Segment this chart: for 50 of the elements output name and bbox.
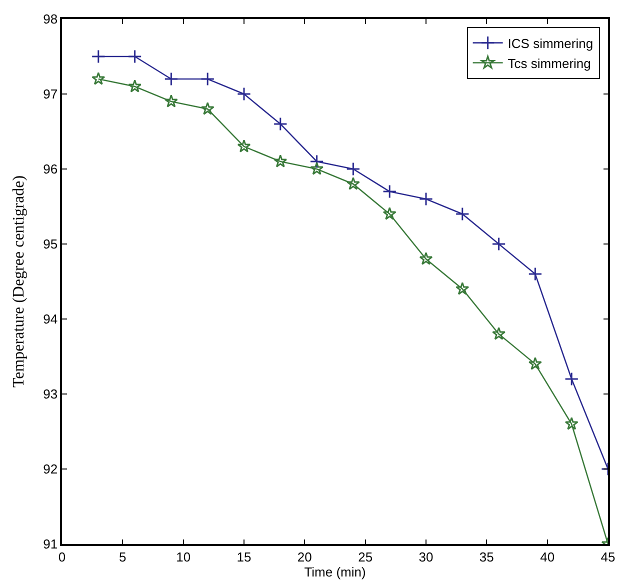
point [346, 176, 360, 190]
point [419, 252, 433, 265]
point [92, 72, 106, 85]
point [164, 94, 178, 108]
legend-label: Tcs simmering [508, 56, 591, 71]
point [564, 372, 579, 386]
point [237, 139, 251, 152]
y-tick-label: 96 [43, 162, 58, 177]
x-tick-label: 0 [58, 549, 66, 564]
point [455, 206, 470, 222]
point [528, 266, 542, 282]
y-tick-label: 97 [43, 86, 58, 102]
point [200, 102, 214, 115]
point [310, 154, 324, 169]
y-tick-label: 91 [43, 536, 58, 552]
point [382, 206, 396, 220]
point [128, 49, 142, 64]
point [273, 116, 288, 132]
x-tick-label: 25 [358, 549, 373, 564]
point [128, 79, 142, 92]
point [456, 282, 470, 295]
point [492, 236, 506, 252]
point [91, 49, 106, 64]
point [564, 416, 578, 430]
x-tick-label: 15 [236, 549, 252, 564]
x-axis-title: Time (min) [304, 564, 366, 580]
x-tick-label: 40 [540, 549, 555, 564]
y-tick-label: 95 [43, 236, 58, 252]
point [236, 86, 252, 102]
legend-label: ICS simmering [508, 36, 594, 51]
y-tick-label: 98 [43, 12, 58, 27]
x-tick-label: 30 [418, 549, 434, 564]
point [310, 162, 324, 175]
y-tick-label: 92 [43, 462, 58, 477]
y-tick-label: 94 [43, 312, 58, 327]
x-tick-label: 5 [119, 549, 126, 564]
x-tick-label: 45 [600, 549, 616, 564]
point [382, 184, 397, 199]
x-tick-label: 20 [297, 549, 312, 564]
x-tick-label: 10 [176, 549, 191, 564]
point [164, 72, 178, 86]
point [346, 162, 360, 176]
y-tick-label: 93 [43, 386, 58, 402]
x-tick-label: 35 [479, 549, 494, 564]
y-axis-title: Temperature (Degree centigrade) [10, 175, 28, 388]
point [492, 326, 506, 340]
point [418, 192, 434, 206]
point [200, 72, 215, 86]
point [528, 356, 542, 370]
point [274, 154, 288, 168]
